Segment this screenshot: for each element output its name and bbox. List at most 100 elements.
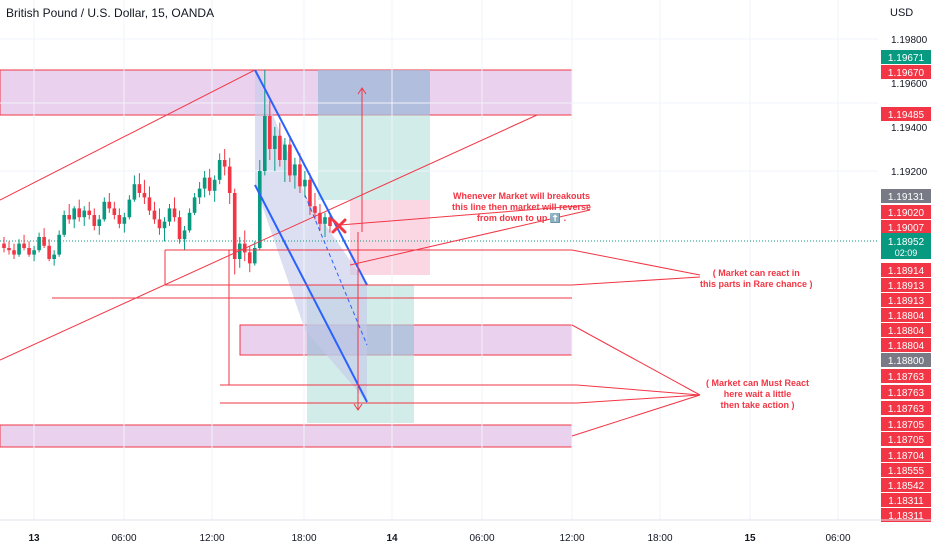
annotation-connector-must-1 — [571, 324, 701, 396]
candle-body — [232, 193, 237, 259]
candle-body — [298, 164, 302, 187]
price-label: 1.18913 — [888, 296, 925, 307]
price-label: 1.19670 — [888, 68, 925, 79]
candle-body — [227, 166, 232, 193]
demand-zone-bottom — [0, 424, 573, 448]
candle-body — [37, 237, 41, 251]
candle-body — [162, 221, 167, 229]
candle-body — [197, 188, 202, 198]
candle-body — [152, 210, 157, 220]
candle-body — [313, 206, 317, 213]
price-label: 1.18914 — [888, 266, 925, 277]
price-label-bg — [881, 448, 931, 462]
candle-body — [212, 179, 217, 191]
candle-body — [142, 193, 147, 198]
price-label: 1.19007 — [888, 223, 925, 234]
candle-body — [67, 215, 71, 220]
candle-body — [117, 215, 122, 224]
price-label: 1.19485 — [888, 110, 925, 121]
candle-body — [57, 234, 61, 255]
candle-body — [32, 250, 36, 255]
current-price-label: 1.18952 — [888, 237, 925, 248]
time-tick-label: 12:00 — [199, 533, 224, 544]
price-label-bg — [881, 417, 931, 431]
trendline-upper — [0, 69, 256, 201]
price-label-bg — [881, 508, 931, 522]
price-label-bg — [881, 107, 931, 121]
annotation-connector-breakout-2 — [349, 209, 591, 266]
price-label: 1.18311 — [888, 511, 924, 522]
candle-body — [187, 212, 192, 231]
candle-body — [247, 252, 252, 264]
price-label-bg — [881, 385, 931, 399]
candle-body — [288, 144, 292, 176]
stop-box-upper — [350, 200, 430, 275]
candle-body — [293, 164, 297, 176]
price-label: 1.18705 — [888, 435, 925, 446]
price-label: 1.18763 — [888, 388, 925, 399]
candle-body — [52, 254, 56, 259]
candle-body — [77, 208, 82, 218]
price-label: 1.18804 — [888, 341, 925, 352]
candle-body — [237, 243, 242, 259]
time-tick-label: 14 — [386, 533, 398, 544]
price-label: 1.18705 — [888, 420, 925, 431]
price-label-bg — [881, 432, 931, 446]
price-label: 1.18800 — [888, 356, 925, 367]
annotation-connector-rare-1 — [571, 249, 701, 276]
price-label: 1.18763 — [888, 404, 925, 415]
price-label-bg — [881, 323, 931, 337]
price-label-bg — [881, 263, 931, 277]
price-label-bg — [881, 493, 931, 507]
annotation-connector-must-3 — [576, 394, 701, 404]
price-label: 1.18542 — [888, 481, 925, 492]
channel-midline — [304, 194, 368, 346]
candle-body — [192, 197, 197, 213]
price-label-bg — [881, 205, 931, 219]
price-label: 1.18804 — [888, 311, 925, 322]
annotation-breakout-line: Whenever Market will breakouts — [453, 191, 591, 201]
price-label: 1.19020 — [888, 208, 925, 219]
candle-body — [273, 135, 277, 149]
annotation-connector-rare-2 — [571, 276, 701, 286]
annotation-must-line: here wait a little — [723, 389, 792, 399]
time-tick-label: 18:00 — [647, 533, 672, 544]
price-label-bg — [881, 478, 931, 492]
price-tick-label: 1.19600 — [891, 79, 928, 90]
candle-body — [263, 116, 267, 171]
chart-title: British Pound / U.S. Dollar, 15, OANDA — [6, 6, 215, 20]
time-tick-label: 12:00 — [559, 533, 584, 544]
candle-body — [112, 208, 117, 215]
candle-body — [72, 208, 77, 220]
annotation-connector-breakout-1 — [339, 204, 591, 226]
candle-body — [278, 135, 282, 160]
candle-body — [202, 177, 207, 189]
price-label: 1.19131 — [888, 192, 925, 203]
annotation-connector-must-4 — [571, 394, 701, 437]
price-label-bg — [881, 401, 931, 415]
currency-label: USD — [890, 7, 914, 19]
price-label: 1.18913 — [888, 281, 925, 292]
candle-body — [207, 177, 212, 191]
time-tick-label: 06:00 — [825, 533, 850, 544]
candle-body — [283, 144, 287, 160]
candle-body — [132, 184, 137, 200]
annotation-breakout-line: this line then market will reverse — [452, 202, 592, 212]
price-label-bg — [881, 50, 931, 64]
candle-body — [217, 160, 222, 180]
annotation-rare-line: this parts in Rare chance ) — [700, 279, 813, 289]
time-tick-label: 15 — [744, 533, 756, 544]
price-label-bg — [881, 353, 931, 367]
candle-body — [47, 245, 51, 259]
arrowhead-up — [357, 87, 367, 95]
price-tick-label: 1.19800 — [891, 35, 928, 46]
breakout-cross-icon — [331, 218, 347, 234]
candle-body — [102, 201, 107, 220]
price-label: 1.18704 — [888, 451, 925, 462]
price-label: 1.18804 — [888, 326, 925, 337]
candle-body — [222, 160, 227, 167]
annotation-breakout: Whenever Market will breakouts this line… — [452, 191, 591, 224]
channel-line-lower — [254, 184, 368, 403]
candle-body — [182, 230, 187, 240]
